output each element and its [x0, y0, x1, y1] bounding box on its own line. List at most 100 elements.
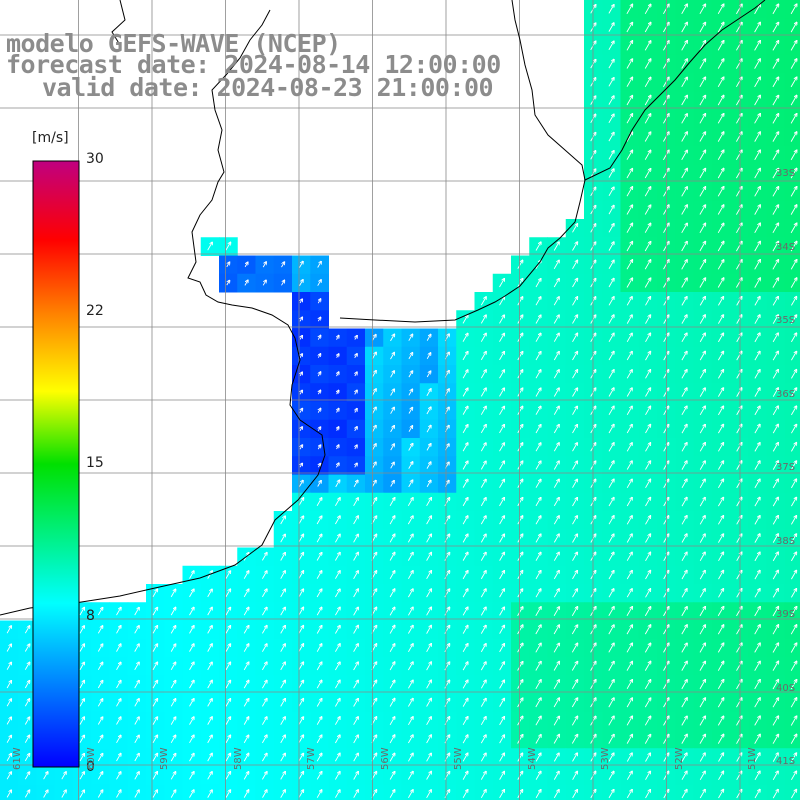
wind-speed-cell: [310, 784, 329, 800]
wind-speed-cell: [565, 784, 585, 800]
longitude-label: 57W: [306, 747, 317, 770]
wind-speed-cell: [784, 547, 800, 567]
wind-speed-cell: [54, 784, 74, 800]
wind-speed-cell: [127, 784, 147, 800]
wind-speed-cell: [73, 784, 92, 800]
wind-speed-cell: [784, 474, 800, 494]
wind-speed-cell: [784, 273, 800, 293]
wind-speed-cell: [456, 784, 475, 800]
wind-speed-cell: [675, 784, 694, 800]
latitude-label: 41S: [776, 756, 796, 767]
wind-speed-cell: [784, 73, 800, 92]
longitude-label: 61W: [12, 747, 23, 770]
colorbar-tick-label: 8: [86, 608, 95, 624]
wind-speed-cell: [237, 784, 256, 800]
wind-speed-cell: [784, 638, 800, 658]
latitude-label: 36S: [776, 388, 796, 400]
colorbar-tick-label: 22: [86, 303, 104, 319]
wind-speed-cell: [748, 784, 767, 800]
wind-speed-cell: [328, 784, 348, 800]
wind-speed-cell: [784, 438, 800, 457]
wind-speed-cell: [200, 784, 220, 800]
wind-speed-cell: [492, 784, 512, 800]
wind-speed-cell: [547, 784, 567, 800]
latitude-label: 34S: [776, 241, 796, 253]
wind-speed-cell: [784, 91, 800, 110]
wind-speed-cell: [419, 784, 439, 800]
wind-speed-cell: [474, 784, 494, 800]
longitude-label: 53W: [600, 747, 611, 770]
colorbar-tick-label: 30: [86, 151, 104, 167]
wind-speed-cell: [91, 784, 110, 800]
wind-speed-cell: [784, 146, 800, 165]
wind-speed-cell: [784, 127, 800, 147]
wind-speed-cell: [784, 54, 800, 74]
wind-speed-cell: [784, 565, 800, 585]
latitude-label: 39S: [776, 609, 796, 620]
wind-speed-cell: [18, 784, 37, 800]
wind-speed-cell: [784, 365, 800, 384]
wind-speed-cell: [620, 784, 640, 800]
wind-speed-cell: [0, 784, 19, 800]
wind-speed-cell: [730, 784, 749, 800]
latitude-label: 37S: [776, 462, 796, 473]
wind-speed-cell: [784, 511, 800, 530]
latitude-label: 38S: [776, 535, 796, 547]
wind-speed-cell: [784, 584, 800, 603]
wind-speed-cell: [784, 219, 800, 238]
wind-speed-cell: [784, 346, 800, 366]
wind-speed-cell: [638, 784, 658, 800]
wind-speed-cell: [602, 784, 621, 800]
wind-speed-cell: [784, 0, 800, 19]
title-valid-date: valid date: 2024-08-23 21:00:00: [42, 73, 494, 102]
wind-speed-cell: [784, 730, 800, 749]
wind-speed-cell: [401, 784, 421, 800]
wind-speed-cell: [784, 36, 800, 56]
wind-speed-cell: [182, 784, 202, 800]
longitude-label: 58W: [232, 747, 244, 770]
wind-speed-cell: [784, 657, 800, 676]
wind-speed-cell: [784, 492, 800, 512]
wind-speed-cell: [784, 328, 800, 348]
wind-speed-cell: [784, 109, 800, 129]
longitude-label: 59W: [159, 747, 170, 770]
wind-speed-cell: [438, 784, 457, 800]
latitude-label: 33S: [776, 168, 796, 179]
longitude-label: 52W: [673, 747, 685, 770]
latitude-label: 40S: [776, 682, 796, 694]
wind-speed-cell: [711, 784, 731, 800]
longitude-label: 60W: [85, 747, 97, 770]
wind-speed-cell: [784, 711, 800, 731]
wind-speed-cell: [784, 255, 800, 275]
colorbar-unit-label: [m/s]: [32, 130, 69, 146]
wind-speed-cell: [36, 784, 56, 800]
wind-speed-cell: [784, 693, 800, 713]
wind-speed-cell: [784, 620, 800, 640]
wind-speed-cell: [784, 292, 800, 311]
longitude-label: 56W: [379, 747, 391, 770]
colorbar-tick-label: 15: [86, 455, 104, 471]
wind-speed-cell: [273, 784, 293, 800]
longitude-label: 51W: [747, 747, 758, 770]
wind-speed-cell: [784, 182, 800, 202]
wind-speed-cell: [784, 419, 800, 439]
wind-speed-cell: [346, 784, 366, 800]
colorbar: [32, 160, 80, 768]
wind-speed-cell: [255, 784, 275, 800]
wind-speed-cell: [109, 784, 129, 800]
wind-speed-cell: [784, 401, 800, 421]
wind-speed-cell: [784, 766, 800, 786]
wind-speed-cell: [292, 784, 311, 800]
wind-speed-cell: [693, 784, 713, 800]
latitude-label: 35S: [776, 315, 796, 326]
wind-speed-cell: [164, 784, 183, 800]
wind-speed-cell: [365, 784, 384, 800]
wind-speed-cell: [784, 18, 800, 37]
wind-speed-cell: [383, 784, 402, 800]
wind-speed-cell: [784, 200, 800, 220]
wind-speed-cell: [529, 784, 548, 800]
longitude-label: 55W: [453, 747, 464, 770]
longitude-label: 54W: [526, 747, 538, 770]
